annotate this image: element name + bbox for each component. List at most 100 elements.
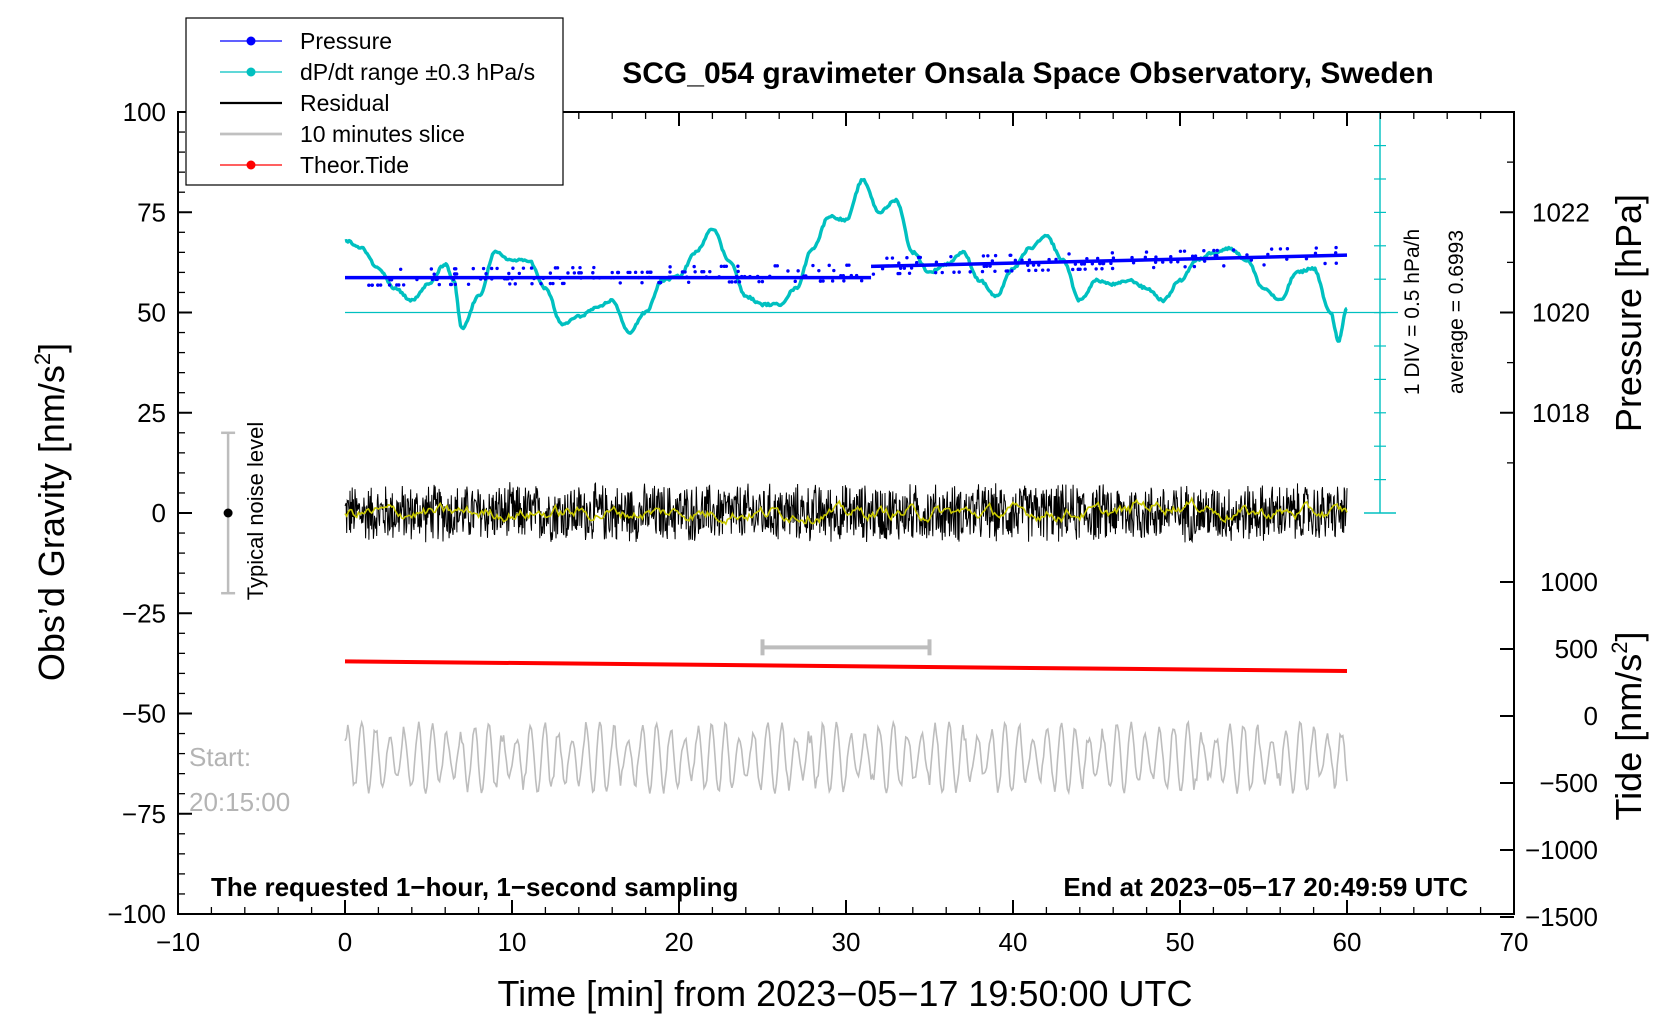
y-tick-label: 100 (123, 97, 166, 127)
pressure-point (811, 263, 815, 268)
y-label-left-end: ] (31, 343, 72, 353)
pressure-tick-label: 1020 (1532, 298, 1590, 328)
pressure-point (659, 280, 663, 285)
pressure-point (558, 276, 562, 280)
pressure-point (1110, 251, 1115, 255)
pressure-point (434, 277, 438, 282)
pressure-point (734, 274, 739, 279)
pressure-point (830, 279, 835, 283)
pressure-point (649, 270, 653, 274)
pressure-point (1215, 253, 1219, 258)
pressure-point (1037, 263, 1041, 267)
y-axis-label-left: Obs’d Gravity [nm/s2] (30, 343, 72, 681)
legend-label: Residual (300, 90, 390, 116)
pressure-point (640, 270, 644, 274)
legend-marker (246, 67, 256, 77)
residual-smoothed-series (344, 496, 1348, 526)
pressure-point (479, 277, 483, 281)
pressure-point (647, 275, 651, 280)
bottom-left-note: The requested 1−hour, 1−second sampling (211, 872, 738, 902)
pressure-tick-label: 1022 (1532, 197, 1590, 227)
pressure-point (579, 276, 583, 280)
pressure-point (1073, 262, 1078, 266)
pressure-point (490, 277, 494, 281)
pressure-point (513, 282, 517, 286)
pressure-point (1110, 266, 1115, 271)
y-tick-label: −50 (122, 699, 166, 729)
pressure-point (466, 282, 471, 287)
pressure-point (918, 255, 923, 260)
tide-tick-label: 0 (1584, 701, 1598, 731)
pressure-point (609, 276, 613, 280)
pressure-point (367, 283, 371, 287)
pressure-point (506, 277, 510, 281)
pressure-point (1222, 264, 1226, 268)
legend-label: Theor.Tide (300, 152, 409, 178)
legend-marker (246, 160, 256, 170)
legend-marker (246, 36, 256, 46)
pressure-point (1020, 258, 1024, 262)
y-label-left-sup: 2 (30, 353, 55, 365)
pressure-point (1178, 249, 1183, 253)
y-label-tide-end: ] (1608, 632, 1649, 642)
pressure-point (934, 260, 939, 264)
pressure-point (704, 275, 709, 279)
plot-content (221, 111, 1398, 796)
x-tick-label: 70 (1500, 927, 1529, 957)
pressure-point (827, 263, 831, 268)
pressure-point (1144, 250, 1149, 254)
pressure-point (637, 275, 641, 280)
pressure-point (511, 266, 515, 270)
pressure-point (1262, 263, 1266, 267)
pressure-point (1334, 261, 1338, 265)
legend-label: 10 minutes slice (300, 121, 465, 147)
tide-tick-label: −1500 (1525, 902, 1598, 932)
pressure-point (796, 269, 800, 273)
pressure-point (757, 279, 761, 284)
pressure-point (1076, 267, 1080, 272)
pressure-point (793, 279, 797, 284)
pressure-point (612, 276, 616, 280)
y-tick-label: 25 (137, 398, 166, 428)
x-tick-label: 40 (999, 927, 1028, 957)
pressure-point (804, 274, 808, 278)
pressure-point (880, 267, 885, 271)
pressure-point (370, 283, 374, 287)
pressure-point (1334, 245, 1338, 250)
pressure-point (993, 269, 997, 273)
pressure-point (395, 283, 399, 287)
pressure-point (693, 270, 697, 274)
pressure-point (532, 276, 536, 281)
pressure-point (1046, 268, 1050, 272)
pressure-point (530, 282, 534, 286)
pressure-point (616, 270, 621, 275)
pressure-point (1285, 247, 1290, 251)
pressure-point (1047, 257, 1051, 262)
pressure-point (681, 270, 685, 274)
pressure-point (685, 275, 689, 279)
pressure-point (748, 274, 752, 279)
pressure-point (453, 272, 457, 276)
pressure-point (1169, 255, 1173, 259)
pressure-point (495, 266, 499, 271)
pressure-point (986, 254, 990, 258)
pressure-point (577, 271, 582, 275)
tide-tick-label: 500 (1555, 634, 1598, 664)
pressure-point (832, 268, 836, 273)
y-tick-label: 0 (152, 498, 166, 528)
pressure-point (1323, 261, 1327, 266)
pressure-point (898, 266, 903, 270)
y-axis-label-pressure: Pressure [hPa] (1608, 194, 1649, 432)
bottom-right-note: End at 2023−05−17 20:49:59 UTC (1063, 872, 1468, 902)
y-label-tide-sup: 2 (1607, 642, 1632, 654)
dpdt-series (344, 177, 1348, 343)
pressure-point (817, 268, 821, 273)
pressure-point (957, 270, 961, 274)
x-axis-label: Time [min] from 2023−05−17 19:50:00 UTC (497, 973, 1192, 1014)
pressure-point (1202, 259, 1207, 263)
pressure-point (1304, 257, 1309, 261)
pressure-point (430, 277, 435, 282)
pressure-point (571, 266, 575, 270)
pressure-point (1109, 261, 1113, 266)
